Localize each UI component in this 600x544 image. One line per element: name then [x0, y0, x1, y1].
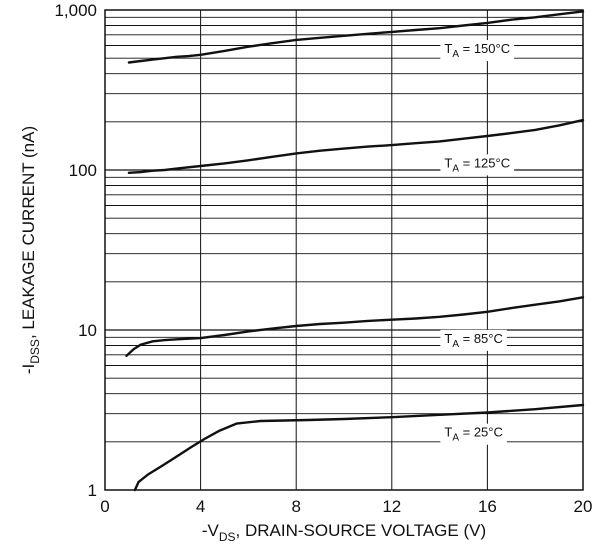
x-tick-label: 8	[291, 497, 300, 516]
series-label-text: TA = 150°C	[444, 41, 510, 60]
y-tick-label: 100	[69, 161, 97, 180]
series-line-0	[127, 10, 585, 64]
series-label-3: TA = 25°C	[440, 423, 507, 445]
x-tick-label: 4	[196, 497, 205, 516]
series-label-text: TA = 85°C	[444, 331, 503, 350]
series-line-1	[127, 118, 585, 174]
series-label-0: TA = 150°C	[440, 40, 515, 62]
y-axis-title: -IDSS, LEAKAGE CURRENT (nA)	[19, 126, 42, 374]
series-labels: TA = 150°C TA = 125°C TA = 85°C TA = 25°C	[440, 40, 515, 445]
y-tick-label: 1	[88, 481, 97, 500]
tick-labels: 0 4 8 12 16 20 1 10 100 1,000	[54, 1, 592, 516]
x-axis-title: -VDS, DRAIN-SOURCE VOLTAGE (V)	[202, 521, 486, 544]
y-tick-label: 1,000	[54, 1, 97, 20]
series-curves	[125, 10, 585, 492]
plot-frame	[104, 9, 584, 491]
x-tick-label: 20	[574, 497, 593, 516]
series-label-text: TA = 125°C	[444, 155, 510, 174]
series-line-3	[133, 403, 585, 492]
x-tick-label: 0	[100, 497, 109, 516]
x-tick-label: 12	[382, 497, 401, 516]
grid-minor-lines	[105, 16, 583, 443]
series-label-bg	[440, 40, 515, 62]
series-label-2: TA = 85°C	[440, 329, 507, 351]
x-tick-label: 16	[478, 497, 497, 516]
series-label-1: TA = 125°C	[440, 154, 515, 176]
series-label-bg	[440, 154, 515, 176]
series-label-bg	[440, 423, 507, 445]
series-line-2	[125, 296, 585, 357]
series-label-text: TA = 25°C	[444, 425, 503, 444]
series-label-bg	[440, 329, 507, 351]
y-tick-label: 10	[78, 321, 97, 340]
